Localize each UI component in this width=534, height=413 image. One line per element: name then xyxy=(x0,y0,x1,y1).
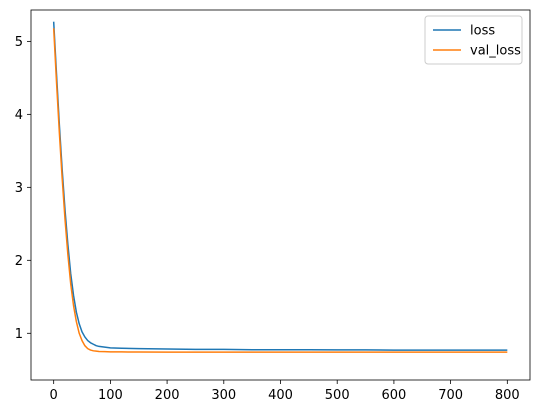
x-tick-label: 500 xyxy=(325,388,350,403)
x-tick-label: 0 xyxy=(50,388,58,403)
plot-area xyxy=(31,10,530,380)
axes-layer: 0 100 200 300 400 500 600 700 800 1 2 3 4 5 xyxy=(15,9,531,403)
series-line-loss xyxy=(52,21,508,351)
x-tick-label: 300 xyxy=(211,388,236,403)
series-layer xyxy=(52,21,508,353)
y-tick-label: 4 xyxy=(15,108,23,123)
x-tick-label: 400 xyxy=(268,388,293,403)
x-tick-label: 600 xyxy=(381,388,406,403)
y-tick-label: 1 xyxy=(15,327,23,342)
legend-label-loss: loss xyxy=(470,24,495,39)
x-tick-label: 100 xyxy=(98,388,123,403)
y-tick-label: 3 xyxy=(15,181,23,196)
series-line-val-loss xyxy=(52,28,508,353)
y-tick-label: 5 xyxy=(15,35,23,50)
legend-box xyxy=(424,15,523,65)
x-tick-label: 700 xyxy=(438,388,463,403)
legend: loss val_loss xyxy=(424,15,523,65)
y-tick-label: 2 xyxy=(15,254,23,269)
legend-label-val-loss: val_loss xyxy=(470,44,521,59)
plot-background xyxy=(31,10,530,380)
x-tick-label: 200 xyxy=(155,388,180,403)
x-tick-label: 800 xyxy=(495,388,520,403)
